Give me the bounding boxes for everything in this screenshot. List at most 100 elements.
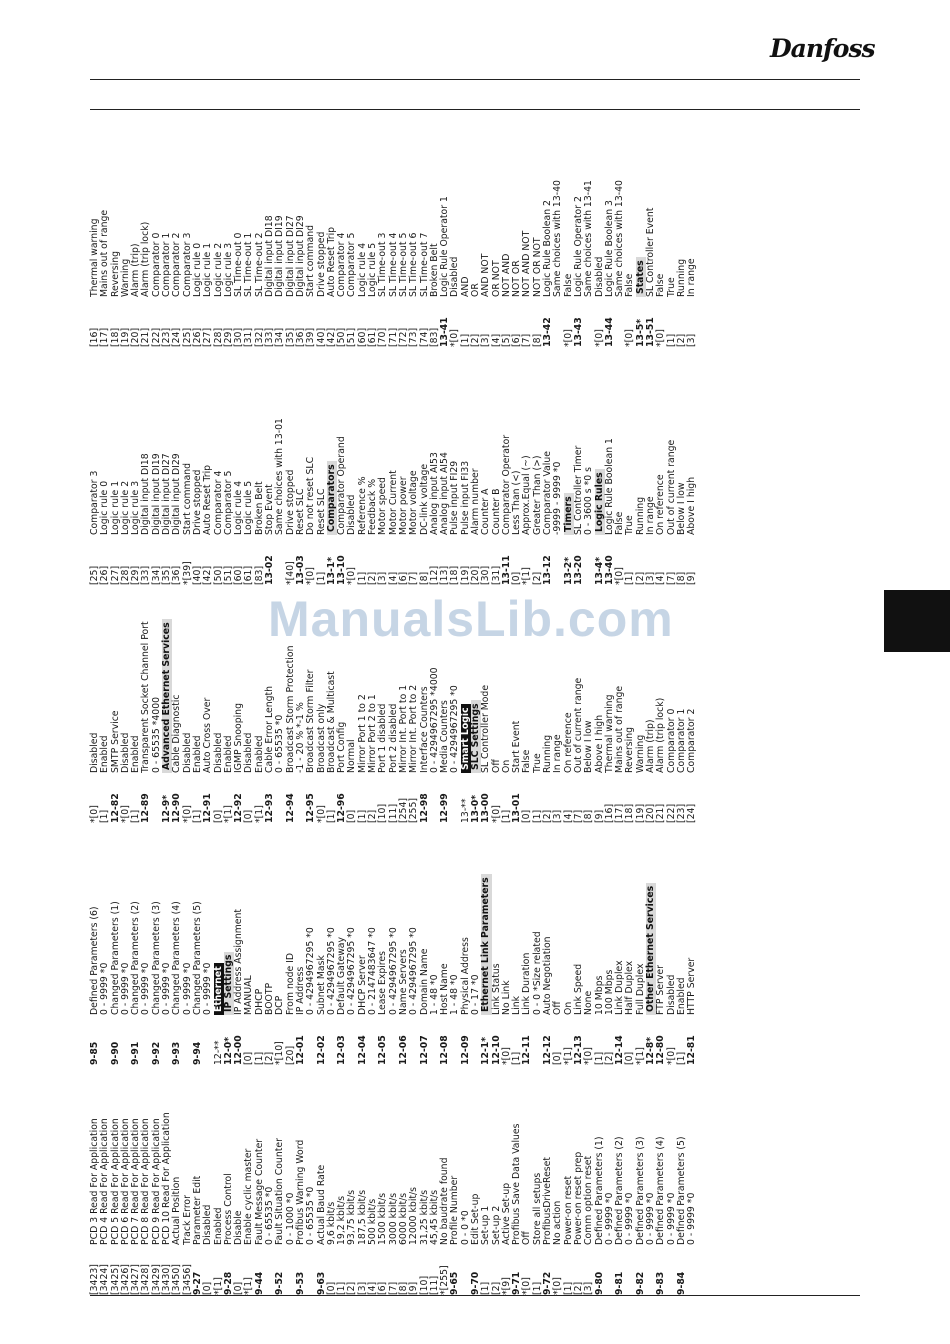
param-code: 13-20 <box>572 555 584 585</box>
param-row: 9-82Defined Parameters (3) <box>634 1069 646 1295</box>
param-row: 13-51SL Controller Event <box>645 121 656 347</box>
param-code: 12-03 <box>336 1035 348 1065</box>
param-text: Broadcast Storm Filter <box>305 669 317 773</box>
param-column-5: [16]Thermal warning [17]Mains out of rang… <box>89 121 860 347</box>
param-row: [1]19,2 kbit/s <box>336 1069 347 1295</box>
param-text: 0 - 65535 *0 <box>305 1186 317 1245</box>
param-code: 9-83 <box>655 1271 667 1295</box>
param-row: [27]Logic rule 1 <box>202 121 213 347</box>
param-row: 9-81Defined Parameters (2) <box>614 1069 626 1295</box>
param-row: [28]Logic rule 2 <box>120 359 131 585</box>
param-row: [20]From node ID <box>285 839 296 1065</box>
param-row: 12-81 HTTP Server <box>686 839 698 1065</box>
param-row: 9-83Defined Parameters (4) <box>655 1069 667 1295</box>
param-row: [1]DHCP <box>254 839 265 1065</box>
header-rule <box>90 79 860 80</box>
param-row: 9-93Changed Parameters (4) <box>171 839 183 1065</box>
param-text: Mirror Int. Port to 2 <box>408 684 420 773</box>
param-row: 0 - 9999 *0 <box>686 1069 698 1295</box>
param-row: [7]Out of current range <box>666 359 677 585</box>
param-row: [24] Comparator 2 <box>686 597 698 823</box>
param-code: 13-44 <box>603 317 615 347</box>
param-row: [0]9,6 kbit/s <box>326 1069 337 1295</box>
param-row: [74]SL Time-out 7 <box>419 121 430 347</box>
param-row: 0 - 4294967295 *0 <box>305 839 317 1065</box>
param-text: Comparator 2 <box>686 708 698 773</box>
param-row: 0 - 0 *0 <box>460 1069 471 1295</box>
param-row: [9] Above I high <box>686 359 697 585</box>
param-row: 9-84Defined Parameters (5) <box>676 1069 687 1295</box>
param-row: [6]1500 kbit/s <box>377 1069 388 1295</box>
param-text: 0 - 4294967295 *0 <box>305 927 317 1015</box>
param-text: Comm option reset <box>583 1155 595 1245</box>
param-row: 12-00IP Address Assignment <box>233 839 244 1065</box>
param-row: -9999 - 9999 *0 <box>552 359 563 585</box>
param-code: 12-06 <box>397 1035 409 1065</box>
param-row: 9-71Profibus Save Data Values <box>511 1069 523 1296</box>
param-row: [1]True <box>666 121 677 347</box>
param-row: [0]Half Duplex <box>624 839 635 1065</box>
param-row: 12-12Auto Negotiation <box>542 839 553 1065</box>
param-code: 9-93 <box>171 1041 183 1065</box>
param-row: [26]Logic rule 0 <box>192 121 203 347</box>
param-code: *[0] <box>305 567 317 585</box>
param-row: [30]Counter A <box>480 359 491 585</box>
param-text: None <box>583 990 595 1015</box>
param-row: 9-52Fault Situation Counter <box>274 1069 286 1295</box>
param-code: [7] <box>408 571 420 585</box>
param-code: 12-81 <box>686 1035 698 1065</box>
param-row: [3] Comm option reset <box>583 1069 595 1295</box>
param-row: 0 - 9999 *0 <box>202 839 213 1065</box>
param-text: 0 - 9999 *0 <box>686 1192 698 1245</box>
param-row: 9-27Parameter Edit <box>192 1069 203 1295</box>
param-row: 12-91Auto Cross Over <box>202 597 213 823</box>
param-text: Motor voltage <box>408 470 420 535</box>
param-row: Same choices with 13-40 <box>552 121 563 347</box>
param-code: 12-95 <box>305 793 317 823</box>
param-code: 12-07 <box>418 1035 430 1065</box>
param-column-4: [25]Comparator 3 [26]Logic rule 0 [27]Logi… <box>89 359 860 586</box>
param-row: *[10]DCP <box>274 839 285 1065</box>
param-row: *[0]Disabled <box>666 839 677 1065</box>
param-row: 9-92Changed Parameters (3) <box>151 839 162 1065</box>
param-code: 9-65 <box>449 1271 461 1295</box>
param-row: 9-91Changed Parameters (2) <box>130 839 141 1065</box>
param-code: 12-99 <box>439 793 451 823</box>
param-code: *[0] <box>583 1047 595 1065</box>
param-text: 12000 kbit/s <box>408 1186 420 1245</box>
param-row: [51]Comparator 5 <box>223 359 234 585</box>
param-code: 12-89 <box>140 793 152 823</box>
param-row: [2]100 Mbps <box>604 839 615 1065</box>
param-row: [1]True <box>624 359 635 585</box>
param-code: 9-80 <box>593 1271 605 1295</box>
param-code: 12-02 <box>315 1035 327 1065</box>
param-row: [3]In range <box>645 359 656 585</box>
param-row: 9-28Process Control <box>223 1069 234 1295</box>
param-row: [25]Comparator 3 <box>89 359 100 585</box>
param-text: Profibus Save Data Values <box>511 1123 523 1246</box>
param-row: [0]Disabled <box>202 1069 213 1295</box>
brand-logo: Danfoss <box>770 34 876 70</box>
param-row: [8]Below I low <box>676 359 687 586</box>
param-row: *[0]No Link <box>501 839 512 1065</box>
param-row: [51]Comparator 5 <box>346 121 357 347</box>
param-row: [4]Motor Current <box>388 359 399 585</box>
param-row: [7] Motor voltage <box>408 359 420 585</box>
param-row: [2]BOOTP <box>264 839 275 1065</box>
param-code: [255] <box>408 798 420 823</box>
param-text: Below I low <box>583 720 595 774</box>
param-row: 12-82SMTP Service <box>110 597 121 823</box>
param-code: [8] <box>583 809 595 823</box>
param-row: *[0]False <box>655 121 666 347</box>
param-row: [4]OR NOT <box>491 121 502 347</box>
param-code: 9-81 <box>614 1271 626 1295</box>
param-row: [3]AND NOT <box>480 121 491 347</box>
param-row: [1]10 Mbps <box>594 839 605 1065</box>
param-text: SL Time-out 6 <box>408 232 420 297</box>
param-row: *[0]False <box>624 121 635 347</box>
param-code: 9-52 <box>274 1271 286 1295</box>
param-code: 9-82 <box>634 1271 646 1295</box>
param-row: [7]NOT AND NOT <box>521 121 532 347</box>
param-code: 12-01 <box>294 1035 306 1065</box>
param-row: [2]93,75 kbit/s <box>346 1069 357 1295</box>
